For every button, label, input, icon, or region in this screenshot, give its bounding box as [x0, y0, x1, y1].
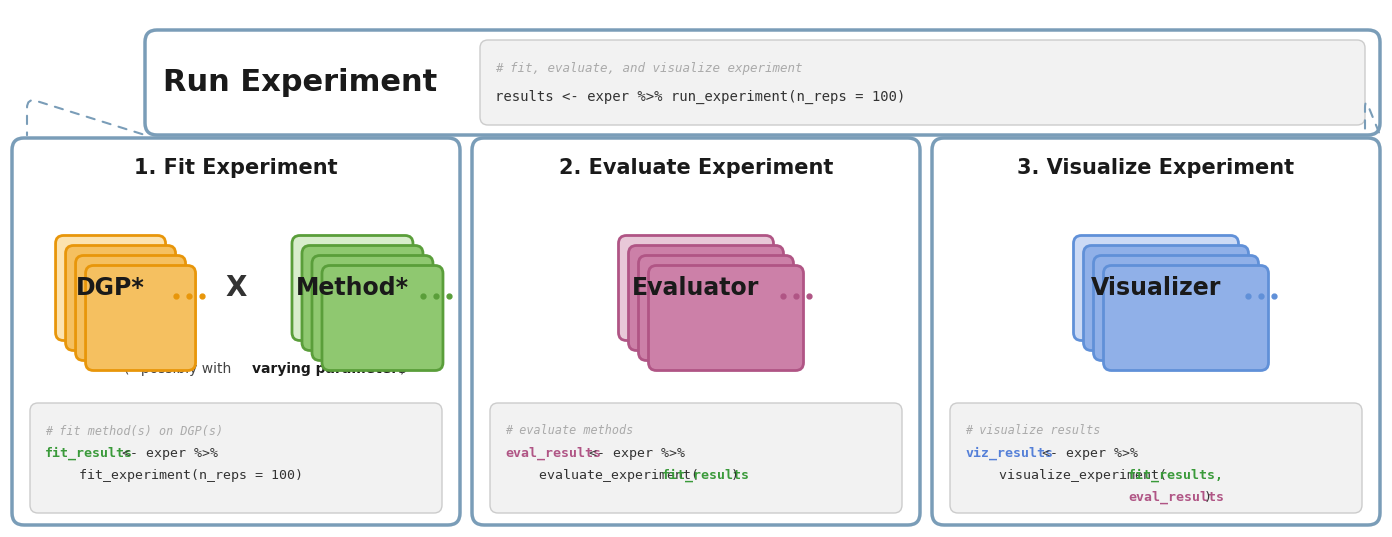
Text: DGP*: DGP* [77, 276, 145, 300]
Text: fit_experiment(n_reps = 100): fit_experiment(n_reps = 100) [63, 468, 303, 482]
Text: fit_results,: fit_results, [1128, 468, 1224, 482]
Text: eval_results: eval_results [1128, 490, 1224, 504]
Text: Visualizer: Visualizer [1091, 276, 1221, 300]
Text: X: X [226, 274, 246, 302]
Text: # fit method(s) on DGP(s): # fit method(s) on DGP(s) [45, 425, 223, 438]
FancyBboxPatch shape [490, 403, 902, 513]
FancyBboxPatch shape [13, 138, 459, 525]
Text: (* possibly with: (* possibly with [124, 361, 235, 375]
FancyBboxPatch shape [312, 256, 433, 360]
FancyBboxPatch shape [65, 245, 175, 351]
FancyBboxPatch shape [145, 30, 1379, 135]
FancyBboxPatch shape [322, 265, 443, 371]
Text: varying parameters: varying parameters [252, 361, 406, 375]
Text: ): ) [1204, 490, 1211, 504]
FancyBboxPatch shape [1104, 265, 1268, 371]
Text: eval_results: eval_results [505, 446, 601, 460]
Text: viz_results: viz_results [965, 446, 1052, 460]
FancyBboxPatch shape [629, 245, 784, 351]
Text: Evaluator: Evaluator [632, 276, 760, 300]
FancyBboxPatch shape [949, 403, 1361, 513]
FancyBboxPatch shape [639, 256, 793, 360]
Text: ): ) [400, 361, 405, 375]
FancyBboxPatch shape [31, 403, 443, 513]
Text: results <- exper %>% run_experiment(n_reps = 100): results <- exper %>% run_experiment(n_re… [496, 90, 905, 104]
Text: Run Experiment: Run Experiment [163, 68, 437, 97]
Text: <- exper %>%: <- exper %>% [580, 446, 685, 460]
Text: fit_results: fit_results [45, 446, 134, 460]
Text: ): ) [731, 468, 739, 482]
FancyBboxPatch shape [933, 138, 1379, 525]
Text: <- exper %>%: <- exper %>% [114, 446, 219, 460]
Text: evaluate_experiment(: evaluate_experiment( [523, 468, 699, 482]
Text: # fit, evaluate, and visualize experiment: # fit, evaluate, and visualize experimen… [496, 62, 803, 75]
Text: 3. Visualize Experiment: 3. Visualize Experiment [1018, 158, 1295, 178]
FancyBboxPatch shape [1073, 236, 1239, 340]
FancyBboxPatch shape [649, 265, 803, 371]
Text: 1. Fit Experiment: 1. Fit Experiment [134, 158, 338, 178]
FancyBboxPatch shape [85, 265, 195, 371]
FancyBboxPatch shape [472, 138, 920, 525]
Text: <- exper %>%: <- exper %>% [1034, 446, 1139, 460]
FancyBboxPatch shape [480, 40, 1366, 125]
FancyBboxPatch shape [302, 245, 423, 351]
Text: visualize_experiment(: visualize_experiment( [983, 468, 1166, 482]
FancyBboxPatch shape [1083, 245, 1249, 351]
Text: # evaluate methods: # evaluate methods [505, 425, 633, 438]
Text: 2. Evaluate Experiment: 2. Evaluate Experiment [558, 158, 834, 178]
FancyBboxPatch shape [56, 236, 166, 340]
FancyBboxPatch shape [1094, 256, 1258, 360]
FancyBboxPatch shape [292, 236, 413, 340]
Text: fit_results: fit_results [661, 468, 750, 482]
FancyBboxPatch shape [618, 236, 774, 340]
Text: Method*: Method* [296, 276, 409, 300]
FancyBboxPatch shape [75, 256, 185, 360]
Text: # visualize results: # visualize results [965, 425, 1100, 438]
